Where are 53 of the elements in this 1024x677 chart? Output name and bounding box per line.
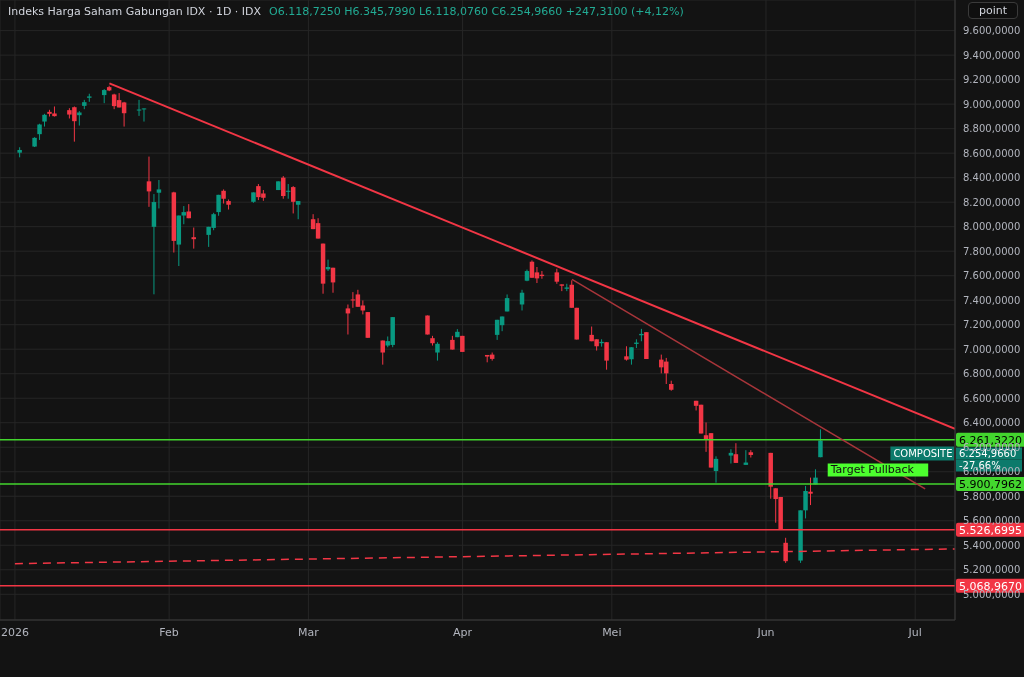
- y-tick-label: 8.400,0000: [963, 172, 1021, 184]
- y-tick-label: 6.400,0000: [963, 417, 1021, 429]
- candlestick: [281, 175, 286, 200]
- x-tick-label: Jun: [756, 625, 775, 639]
- y-tick-label: 5.400,0000: [963, 539, 1021, 551]
- y-tick-label: 5.200,0000: [963, 564, 1021, 576]
- y-tick-label: 6.600,0000: [963, 392, 1021, 404]
- x-tick-label: 2026: [0, 625, 29, 639]
- candlestick: [156, 179, 162, 209]
- candlestick: [345, 303, 351, 336]
- candlestick: [181, 205, 187, 225]
- candlestick: [350, 291, 356, 309]
- text: Indeks Harga Saham Gabungan IDX · 1D · IDX: [8, 5, 262, 18]
- y-tick-label: 9.200,0000: [963, 74, 1021, 86]
- y-tick-label: 7.000,0000: [963, 343, 1021, 355]
- candlestick: [818, 428, 823, 458]
- x-tick-label: Jul: [907, 625, 922, 639]
- y-tick-label: 8.000,0000: [963, 221, 1021, 233]
- x-tick-label: Mei: [602, 625, 622, 639]
- candlestick: [435, 341, 440, 362]
- candlestick: [121, 101, 127, 128]
- y-tick-label: 8.600,0000: [963, 147, 1021, 159]
- y-tick-label: 9.600,0000: [963, 25, 1021, 37]
- x-tick-label: Apr: [453, 625, 473, 639]
- text: point: [967, 2, 1018, 19]
- x-tick-label: Feb: [159, 625, 179, 639]
- candlestick: [733, 442, 739, 464]
- candlestick: [290, 185, 296, 214]
- y-tick-label: 9.400,0000: [963, 49, 1021, 61]
- y-tick-label: 7.400,0000: [963, 294, 1021, 306]
- candlestick: [141, 107, 147, 123]
- ref-line-label: 5.900,7962: [959, 477, 1022, 491]
- candlestick: [286, 183, 291, 200]
- annotation: COMPOSITE: [893, 448, 953, 460]
- y-tick-label: 5.800,0000: [963, 490, 1021, 502]
- candlestick: [136, 99, 142, 117]
- y-tick-label: 8.800,0000: [963, 123, 1021, 135]
- y-tick-label: 7.200,0000: [963, 319, 1021, 331]
- y-tick-label: 7.800,0000: [963, 245, 1021, 257]
- candlestick: [808, 477, 813, 506]
- candlestick: [191, 227, 196, 250]
- y-tick-label: 7.600,0000: [963, 270, 1021, 282]
- y-tick-label: 6.800,0000: [963, 368, 1021, 380]
- text: O6.118,7250 H6.345,7990 L6.118,0760 C6.254,9660 +247,3100 (+4,12%): [269, 5, 684, 18]
- annotation: Target Pullback: [829, 463, 915, 477]
- y-tick-label: 9.000,0000: [963, 98, 1021, 110]
- candlestick: [295, 200, 301, 220]
- x-tick-label: Mar: [298, 625, 320, 639]
- candlestick: [604, 341, 609, 371]
- candlestick: [315, 217, 321, 240]
- y-tick-label: 8.200,0000: [963, 196, 1021, 208]
- candlestick: [728, 448, 734, 465]
- candlestick: [803, 485, 808, 519]
